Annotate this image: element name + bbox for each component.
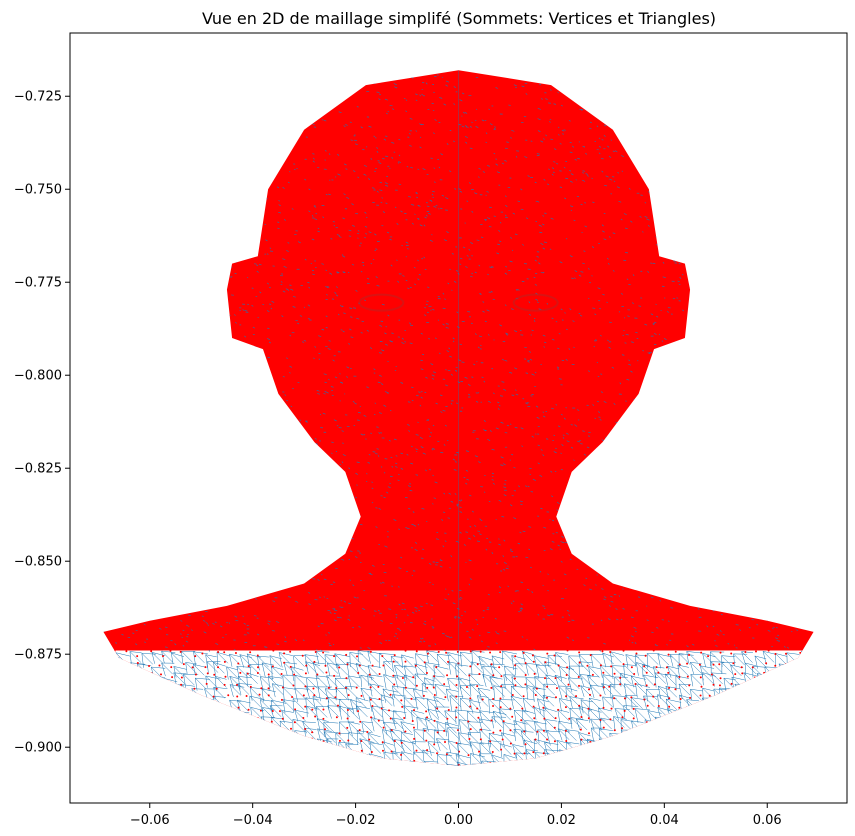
plot-area bbox=[103, 70, 814, 766]
y-axis: −0.725 −0.750 −0.775 −0.800 −0.825 −0.850 −0.8… bbox=[14, 90, 70, 756]
x-tick-label: 0.00 bbox=[444, 813, 473, 828]
x-tick-label: −0.06 bbox=[130, 813, 170, 828]
x-tick-label: 0.06 bbox=[753, 813, 782, 828]
sparse-mesh-region bbox=[103, 649, 814, 766]
right-eye-detail bbox=[512, 293, 559, 312]
x-tick-label: 0.04 bbox=[650, 813, 679, 828]
left-eye-detail bbox=[358, 293, 405, 312]
y-tick-label: −0.750 bbox=[14, 183, 62, 198]
y-tick-label: −0.875 bbox=[14, 648, 62, 663]
y-tick-label: −0.725 bbox=[14, 90, 62, 105]
x-tick-label: 0.02 bbox=[547, 813, 576, 828]
y-tick-label: −0.775 bbox=[14, 276, 62, 291]
x-axis: −0.06 −0.04 −0.02 0.00 0.02 0.04 0.06 bbox=[130, 803, 782, 828]
y-tick-label: −0.800 bbox=[14, 369, 62, 384]
chart-title: Vue en 2D de maillage simplifé (Sommets:… bbox=[202, 9, 716, 28]
x-tick-label: −0.02 bbox=[336, 813, 376, 828]
x-tick-label: −0.04 bbox=[233, 813, 273, 828]
y-tick-label: −0.825 bbox=[14, 462, 62, 477]
y-tick-label: −0.900 bbox=[14, 741, 62, 756]
y-tick-label: −0.850 bbox=[14, 555, 62, 570]
